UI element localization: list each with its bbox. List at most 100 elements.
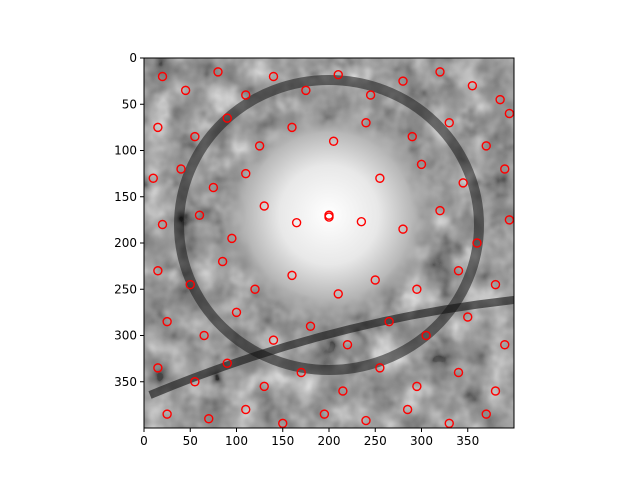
data-point-73 [162,409,172,419]
x-tick-label: 350 [456,434,479,448]
data-point-68 [338,386,348,396]
data-point-12 [398,76,408,86]
data-point-58 [342,340,353,350]
data-point-42 [504,215,514,225]
data-point-51 [453,266,464,276]
x-tick-label: 0 [140,434,148,448]
data-point-17 [190,131,200,142]
data-point-14 [467,81,478,91]
data-point-27 [148,173,158,183]
data-point-20 [287,122,297,133]
data-point-11 [365,90,376,100]
data-point-54 [199,330,209,341]
data-point-69 [375,363,385,373]
data-point-3 [324,212,334,222]
data-point-25 [481,141,491,151]
data-point-70 [412,381,422,392]
y-tick-label: 300 [114,329,137,343]
x-tick-label: 100 [225,434,248,448]
data-point-43 [153,266,163,276]
data-point-36 [194,210,205,220]
data-point-62 [500,340,510,350]
data-point-2 [291,217,302,228]
data-point-18 [222,113,232,123]
data-point-32 [416,159,427,170]
data-point-7 [241,90,251,100]
data-point-57 [305,321,316,331]
y-tick-label: 350 [114,375,137,389]
data-point-63 [153,363,163,373]
y-axis: 0 50 100 150 200 250 300 350 [114,51,144,389]
marker-layer [148,67,514,428]
data-point-41 [472,238,482,248]
data-point-37 [227,233,237,244]
data-point-31 [375,173,385,183]
data-point-24 [444,118,454,128]
data-point-28 [176,164,186,174]
data-point-75 [241,404,251,415]
data-point-26 [504,108,514,119]
data-point-15 [495,94,505,105]
data-point-48 [333,289,343,299]
data-point-65 [222,358,232,368]
data-point-80 [444,418,454,428]
x-tick-label: 300 [410,434,433,448]
data-point-16 [153,122,163,133]
data-point-76 [278,418,288,428]
data-point-56 [268,335,279,345]
y-tick-label: 150 [114,190,137,204]
data-point-39 [398,224,408,234]
y-tick-label: 250 [114,282,137,296]
data-point-1 [356,217,367,227]
data-point-81 [481,409,491,419]
data-point-64 [190,377,200,387]
y-tick-label: 0 [129,51,137,65]
data-point-38 [259,201,269,211]
data-point-4 [157,71,168,82]
data-point-6 [213,67,223,77]
x-tick-label: 50 [183,434,198,448]
data-point-61 [463,312,473,322]
data-point-40 [435,205,445,216]
background-image [144,58,514,428]
data-point-50 [412,284,422,294]
data-point-33 [458,178,468,188]
data-point-49 [370,275,380,285]
data-point-23 [407,131,417,142]
data-point-79 [402,404,413,415]
x-tick-label: 250 [364,434,387,448]
data-point-34 [500,164,510,174]
data-point-9 [301,85,311,96]
data-point-55 [231,307,242,318]
data-point-22 [361,118,371,128]
data-point-13 [435,67,445,77]
x-axis: 0 50 100 150 200 250 300 350 [140,428,479,448]
data-point-8 [268,71,279,82]
data-point-77 [319,409,330,419]
y-tick-label: 200 [114,236,137,250]
x-tick-label: 150 [271,434,294,448]
data-point-72 [490,386,501,396]
data-point-60 [421,330,431,341]
x-tick-label: 200 [318,434,341,448]
data-point-67 [296,367,306,378]
y-tick-label: 100 [114,144,137,158]
data-point-21 [328,136,339,146]
data-point-30 [241,168,251,179]
data-point-19 [254,141,265,151]
data-point-66 [259,381,269,392]
data-point-29 [208,182,219,193]
data-point-71 [453,367,464,378]
data-point-5 [180,85,191,96]
data-point-45 [217,256,228,267]
data-point-74 [204,414,214,424]
data-point-46 [250,284,260,294]
data-point-47 [287,270,297,281]
y-tick-label: 50 [122,97,137,111]
data-point-52 [490,279,501,290]
data-point-10 [333,69,343,80]
data-point-44 [185,279,195,290]
data-point-78 [361,415,371,426]
data-point-59 [384,316,394,327]
